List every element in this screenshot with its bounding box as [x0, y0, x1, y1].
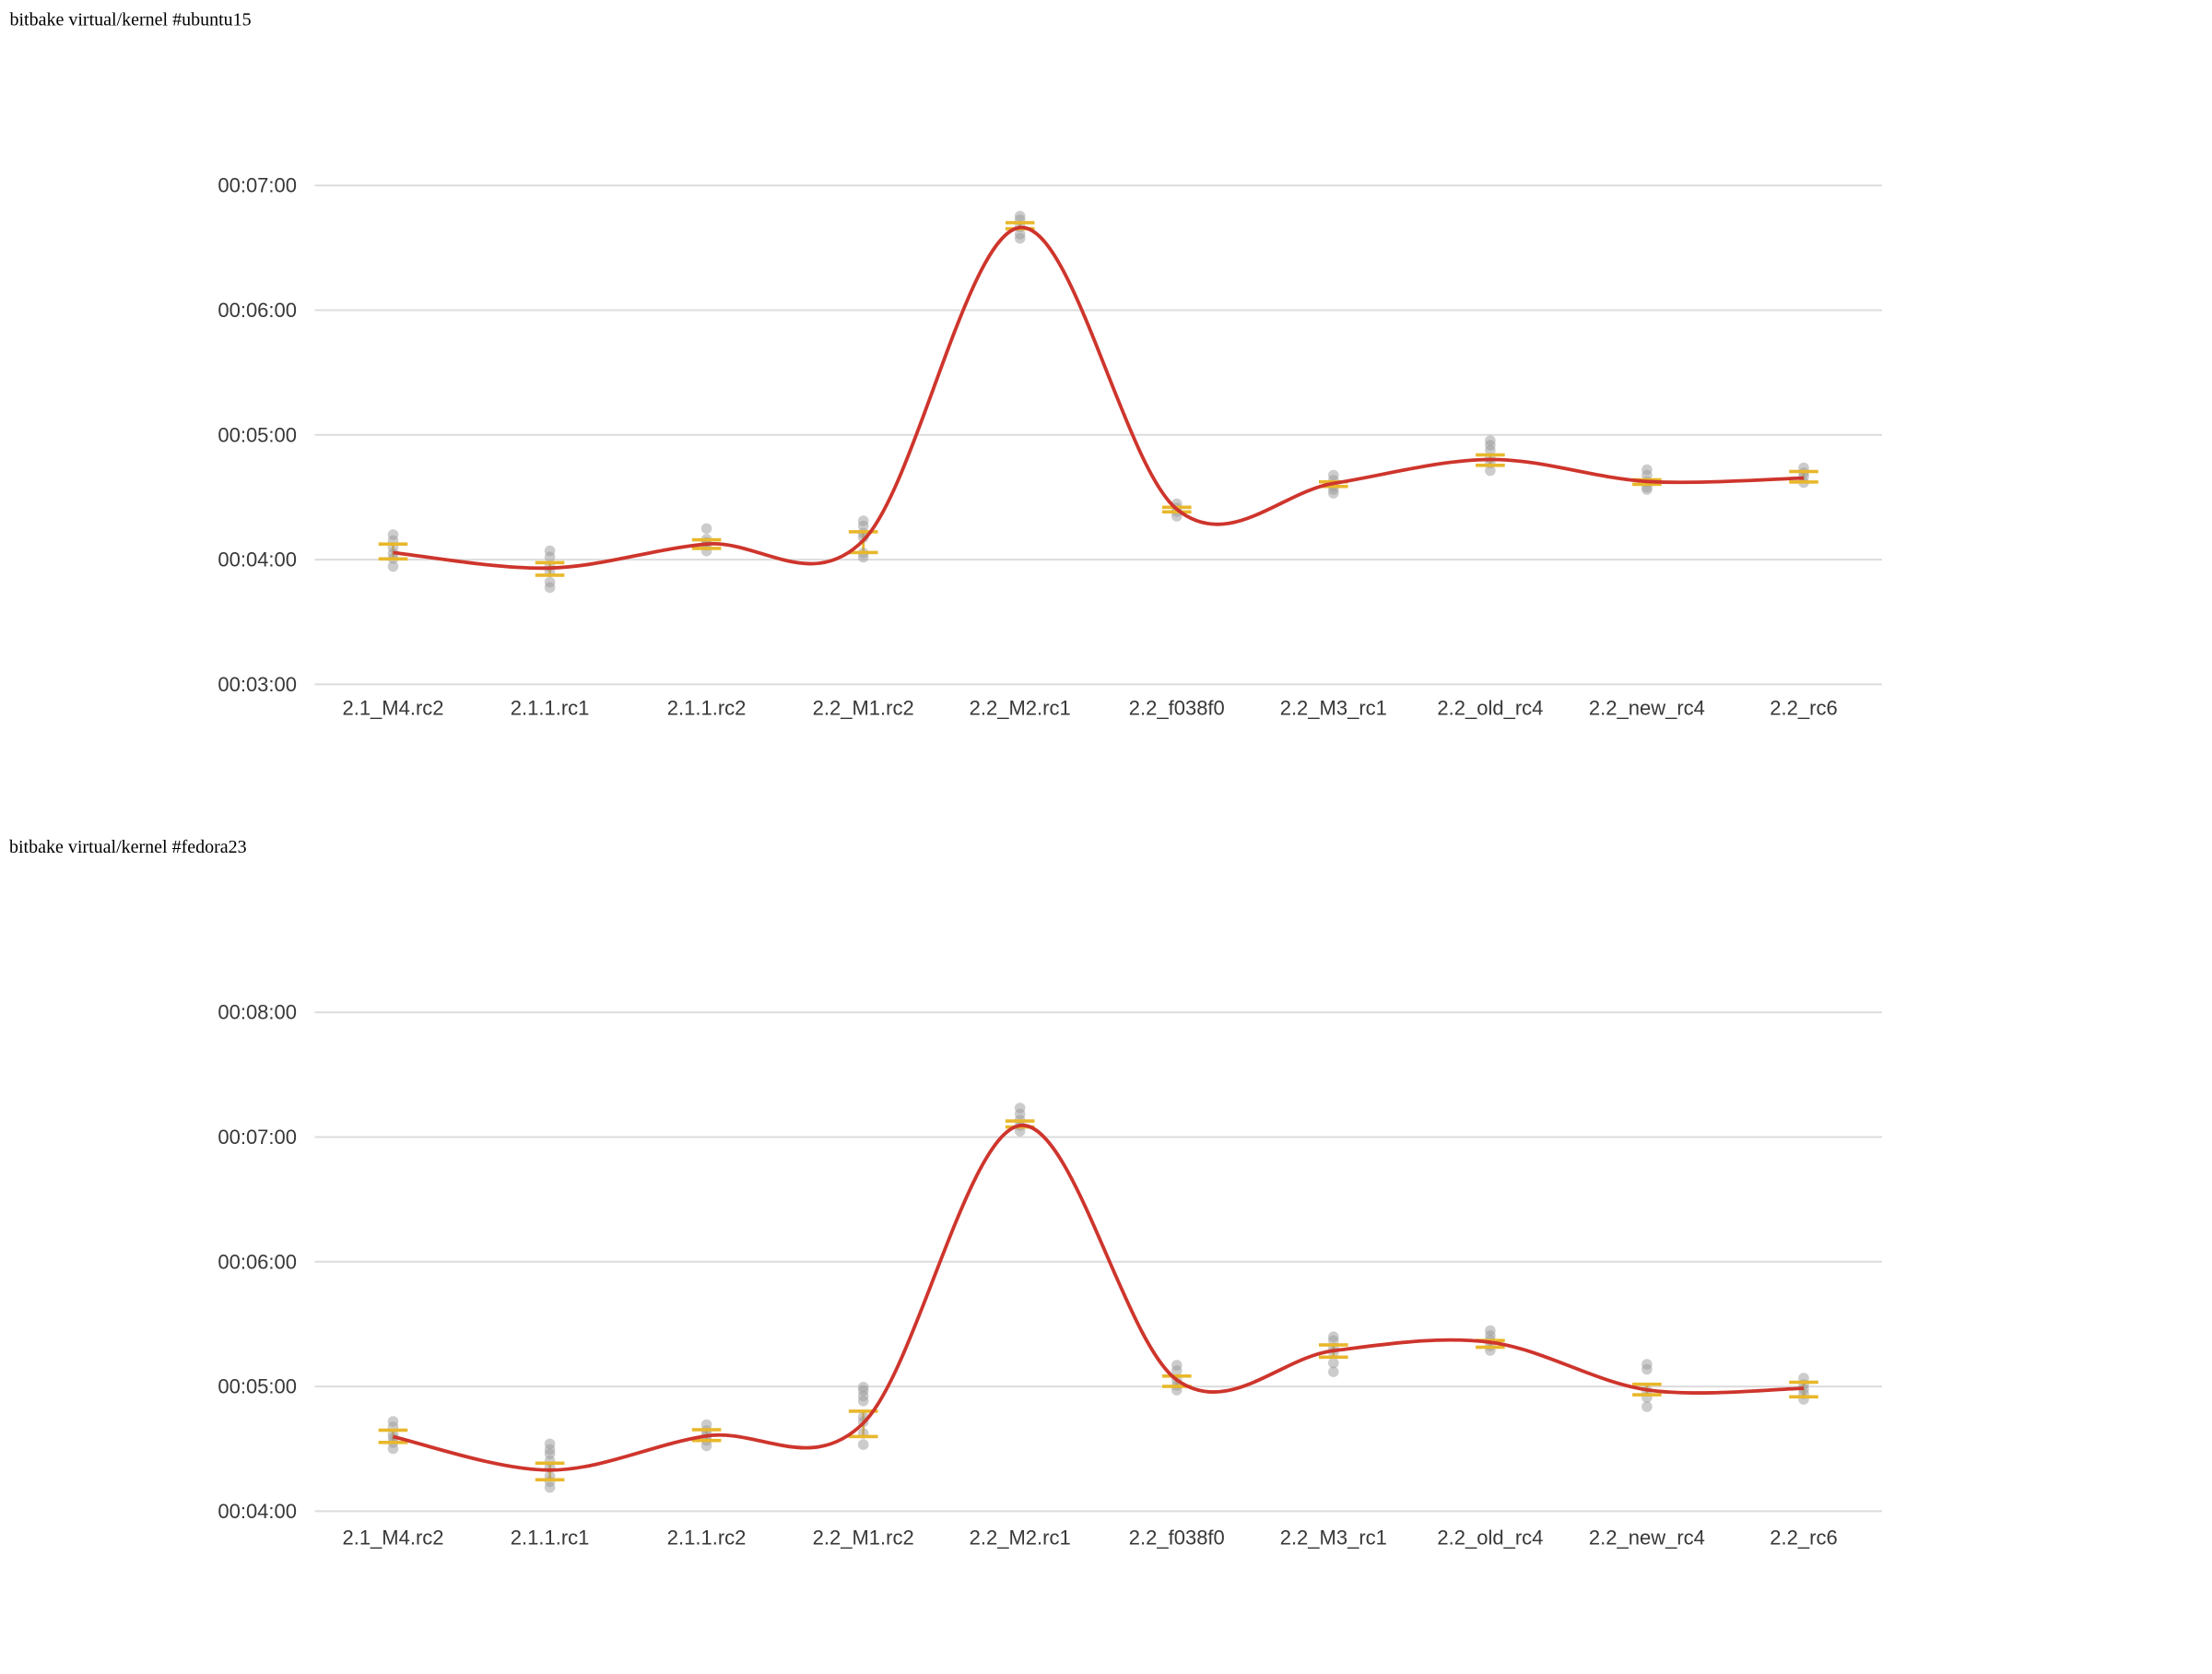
svg-text:00:03:00: 00:03:00 [218, 673, 297, 696]
svg-text:2.2_rc6: 2.2_rc6 [1770, 1526, 1837, 1549]
svg-text:2.2_M3_rc1: 2.2_M3_rc1 [1280, 1526, 1387, 1549]
svg-text:2.2_M1.rc2: 2.2_M1.rc2 [813, 1526, 914, 1549]
svg-text:2.2_new_rc4: 2.2_new_rc4 [1589, 1526, 1705, 1549]
svg-text:2.2_rc6: 2.2_rc6 [1770, 696, 1837, 719]
svg-text:00:05:00: 00:05:00 [218, 423, 297, 446]
svg-text:00:04:00: 00:04:00 [218, 548, 297, 572]
svg-text:2.1_M4.rc2: 2.1_M4.rc2 [342, 696, 443, 719]
svg-text:2.2_M3_rc1: 2.2_M3_rc1 [1280, 696, 1387, 719]
svg-text:2.2_f038f0: 2.2_f038f0 [1129, 696, 1225, 719]
svg-text:2.2_f038f0: 2.2_f038f0 [1129, 1526, 1225, 1549]
svg-text:2.1_M4.rc2: 2.1_M4.rc2 [342, 1526, 443, 1549]
svg-text:00:04:00: 00:04:00 [218, 1500, 297, 1523]
svg-text:2.1.1.rc1: 2.1.1.rc1 [511, 1526, 590, 1549]
svg-text:2.2_M1.rc2: 2.2_M1.rc2 [813, 696, 914, 719]
svg-text:00:06:00: 00:06:00 [218, 1250, 297, 1273]
svg-text:2.1.1.rc1: 2.1.1.rc1 [511, 696, 590, 719]
svg-text:00:08:00: 00:08:00 [218, 1001, 297, 1024]
svg-text:2.1.1.rc2: 2.1.1.rc2 [667, 696, 747, 719]
svg-text:00:05:00: 00:05:00 [218, 1375, 297, 1398]
svg-text:2.2_M2.rc1: 2.2_M2.rc1 [970, 1526, 1071, 1549]
svg-text:2.2_old_rc4: 2.2_old_rc4 [1437, 1526, 1543, 1549]
svg-text:00:07:00: 00:07:00 [218, 174, 297, 197]
svg-text:bitbake virtual/kernel #fedora: bitbake virtual/kernel #fedora23 [9, 837, 247, 857]
svg-text:2.1.1.rc2: 2.1.1.rc2 [667, 1526, 747, 1549]
svg-text:00:06:00: 00:06:00 [218, 299, 297, 322]
svg-text:00:07:00: 00:07:00 [218, 1126, 297, 1149]
svg-text:2.2_M2.rc1: 2.2_M2.rc1 [970, 696, 1071, 719]
svg-text:bitbake virtual/kernel #ubuntu: bitbake virtual/kernel #ubuntu15 [10, 9, 252, 29]
svg-text:2.2_old_rc4: 2.2_old_rc4 [1437, 696, 1543, 719]
svg-text:2.2_new_rc4: 2.2_new_rc4 [1589, 696, 1705, 719]
